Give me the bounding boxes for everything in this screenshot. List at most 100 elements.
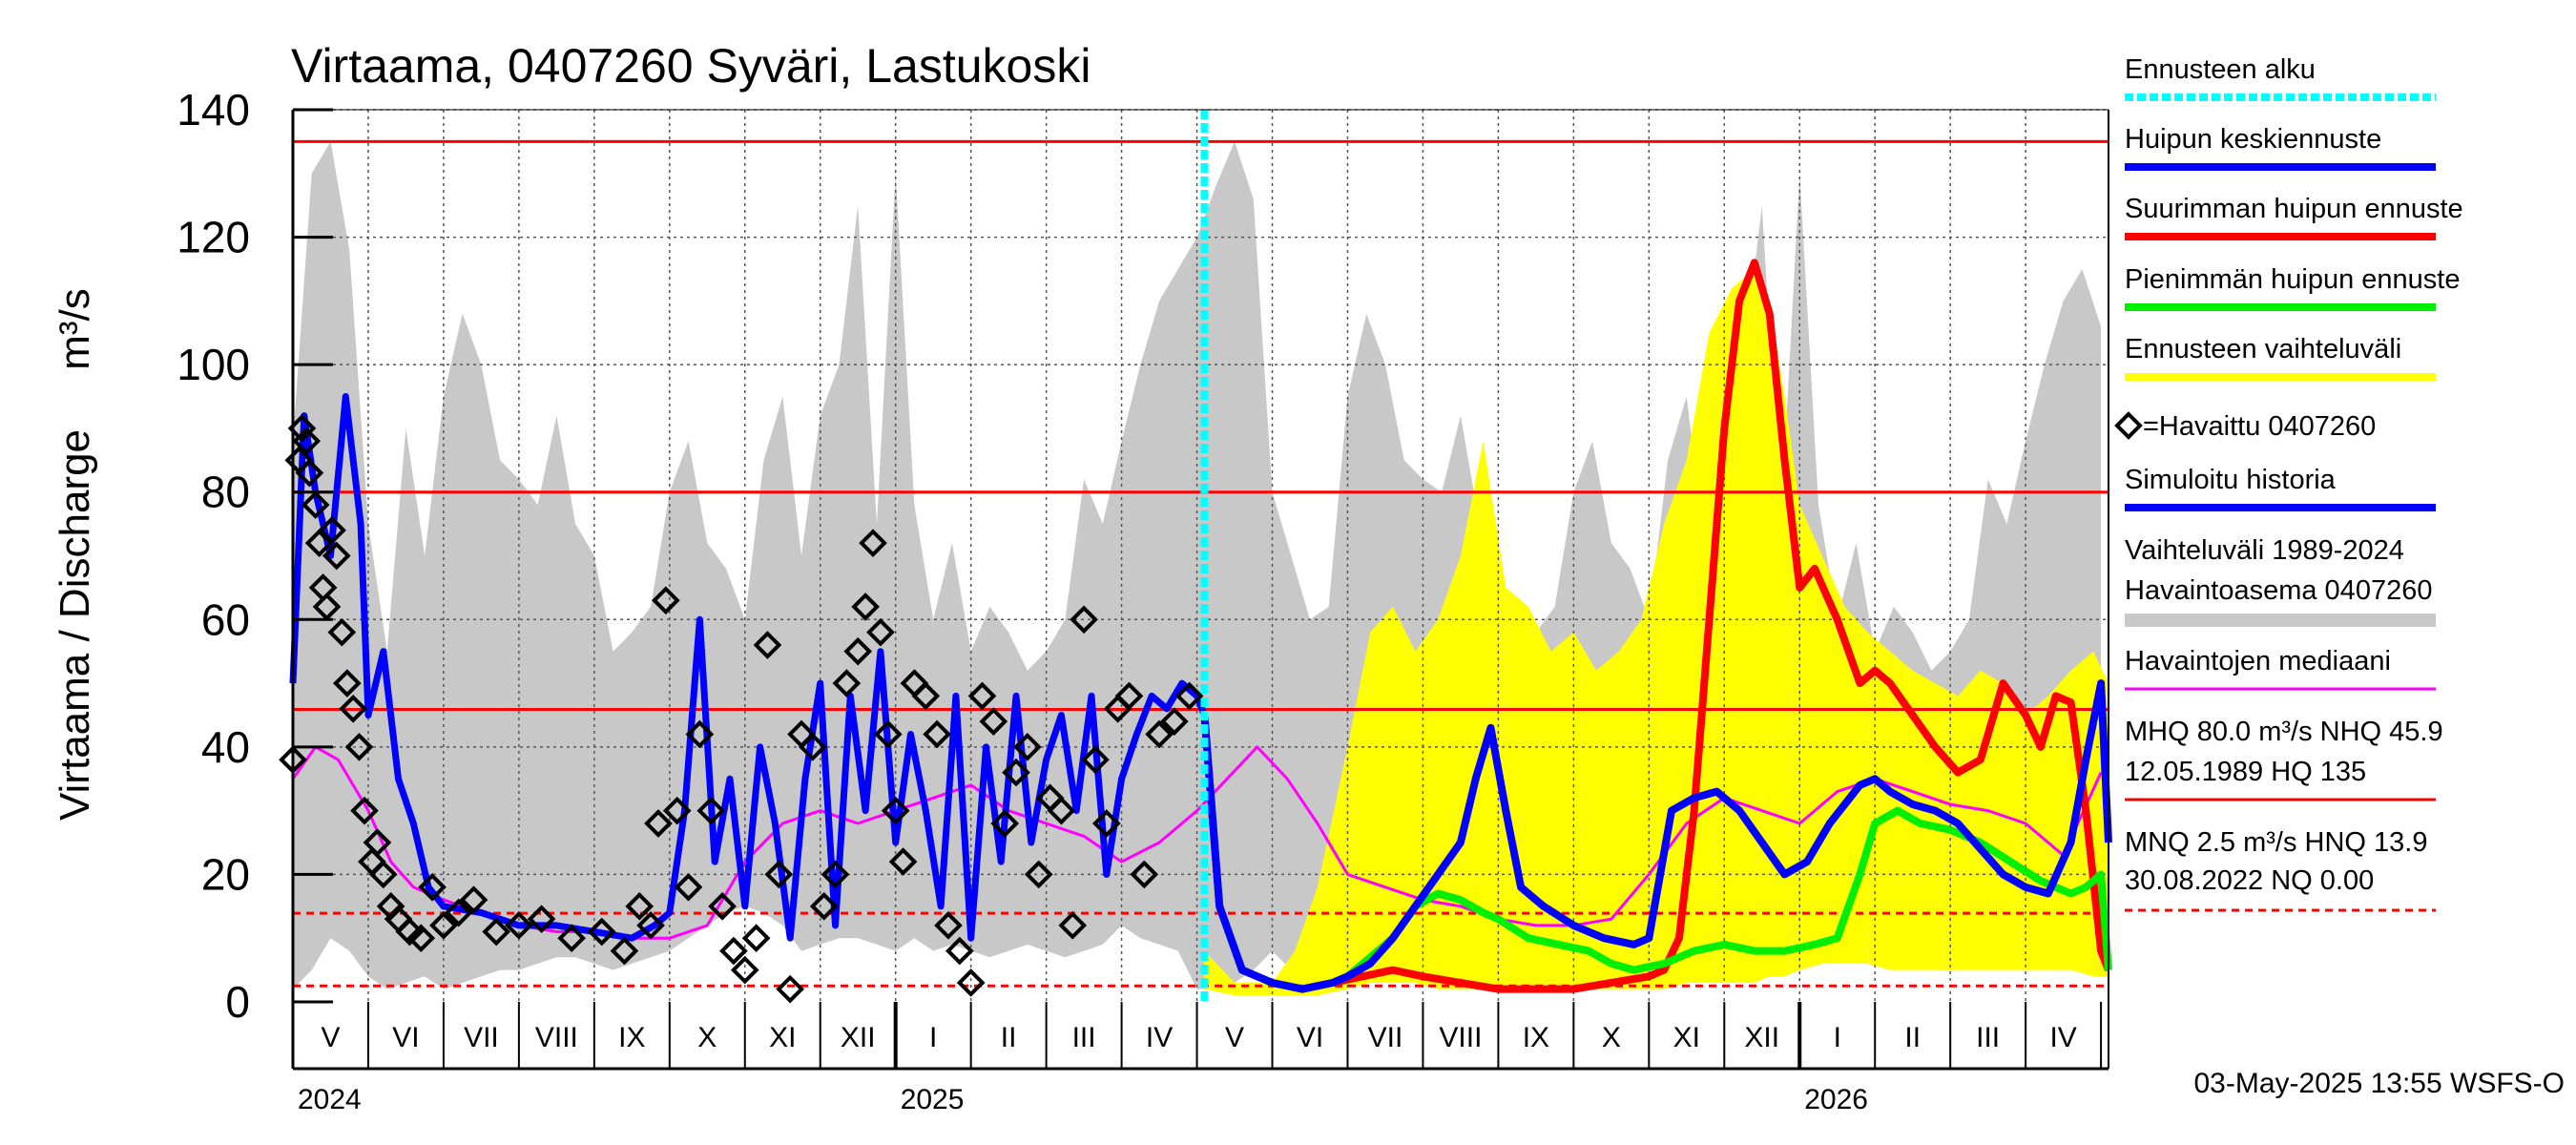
legend-item-label: Ennusteen vaihteluväli xyxy=(2125,334,2401,364)
month-label: IV xyxy=(1146,1022,1173,1053)
month-label: III xyxy=(1976,1022,2000,1053)
month-label: V xyxy=(1225,1022,1244,1053)
observation-marker xyxy=(832,669,862,697)
observation-marker xyxy=(967,681,997,711)
month-label: IX xyxy=(1523,1022,1549,1053)
observation-marker xyxy=(730,955,759,985)
legend-observed-label: =Havaittu 0407260 xyxy=(2143,411,2376,442)
legend-range-label: Vaihteluväli 1989-2024 xyxy=(2125,535,2404,566)
month-label: XI xyxy=(1673,1022,1700,1053)
legend-stats-low-2: 30.08.2022 NQ 0.00 xyxy=(2125,865,2374,896)
observation-marker xyxy=(1047,796,1076,825)
month-label: II xyxy=(1001,1022,1017,1053)
y-tick-label: 100 xyxy=(177,340,250,389)
legend-median-label: Havaintojen mediaani xyxy=(2125,646,2391,677)
month-label: VII xyxy=(464,1022,499,1053)
year-label: 2026 xyxy=(1804,1084,1868,1115)
series-line-1 xyxy=(289,393,1208,942)
observation-marker xyxy=(339,694,367,723)
observation-marker xyxy=(859,529,887,557)
observation-marker xyxy=(799,733,827,761)
year-label: 2025 xyxy=(901,1084,965,1115)
observation-marker xyxy=(459,885,488,914)
observation-marker xyxy=(866,617,895,647)
observation-marker xyxy=(333,669,362,697)
y-tick-label: 20 xyxy=(201,849,250,899)
observation-marker xyxy=(610,936,639,966)
observation-marker xyxy=(505,911,533,940)
month-label: VIII xyxy=(535,1022,578,1053)
observation-marker xyxy=(444,898,473,927)
month-label: XII xyxy=(1744,1022,1779,1053)
month-label: XI xyxy=(769,1022,796,1053)
series-line-2 xyxy=(1200,259,2112,993)
observation-marker xyxy=(322,541,351,571)
observation-marker xyxy=(741,924,771,953)
month-label: V xyxy=(321,1022,340,1053)
y-tick-label: 60 xyxy=(201,594,250,644)
month-label: XII xyxy=(841,1022,876,1053)
observation-marker xyxy=(851,593,880,621)
observation-marker xyxy=(956,968,986,997)
observation-marker xyxy=(344,733,374,761)
observation-marker xyxy=(1024,860,1053,889)
month-label: IV xyxy=(2049,1022,2076,1053)
observation-marker xyxy=(292,427,322,456)
month-label: I xyxy=(1834,1022,1841,1053)
observation-marker xyxy=(1174,681,1204,711)
observation-marker xyxy=(1013,733,1042,761)
observation-marker xyxy=(809,891,839,921)
band-1 xyxy=(1204,269,2109,996)
y-axis-label: Virtaama / Discharge xyxy=(52,429,98,821)
observation-marker xyxy=(482,917,511,947)
month-label: VI xyxy=(392,1022,419,1053)
month-label: X xyxy=(697,1022,717,1053)
observation-marker xyxy=(1114,681,1144,711)
observation-marker xyxy=(652,586,680,615)
observation-marker xyxy=(708,891,737,921)
legend-item-label: Pienimmän huipun ennuste xyxy=(2125,264,2460,295)
month-label: X xyxy=(1602,1022,1621,1053)
month-label: I xyxy=(929,1022,937,1053)
observation-marker xyxy=(685,719,715,749)
y-tick-label: 120 xyxy=(177,213,250,262)
observation-marker xyxy=(527,905,556,934)
month-label: VII xyxy=(1368,1022,1403,1053)
month-label: VI xyxy=(1297,1022,1323,1053)
observation-marker xyxy=(923,719,951,749)
observation-marker xyxy=(881,796,910,825)
observation-marker xyxy=(636,911,665,940)
month-label: VIII xyxy=(1439,1022,1482,1053)
observation-marker xyxy=(979,707,1008,736)
observation-marker xyxy=(625,891,654,921)
legend-stats-low: MNQ 2.5 m³/s HNQ 13.9 xyxy=(2125,827,2427,858)
observation-marker xyxy=(368,860,398,889)
y-tick-label: 80 xyxy=(201,468,250,517)
legend-observed-marker xyxy=(2114,411,2143,440)
y-tick-label: 140 xyxy=(177,85,250,135)
observation-marker xyxy=(719,936,748,966)
observation-marker xyxy=(429,911,458,940)
observation-marker xyxy=(1130,860,1159,889)
legend: Ennusteen alku Huipun keskiennuste Suurimm… xyxy=(2114,54,2463,912)
observation-marker xyxy=(911,681,941,711)
chart-title: Virtaama, 0407260 Syväri, Lastukoski xyxy=(291,39,1091,93)
timestamp-footer: 03-May-2025 13:55 WSFS-O xyxy=(2194,1068,2566,1099)
observation-marker xyxy=(363,828,392,857)
legend-stats-high: MHQ 80.0 m³/s NHQ 45.9 xyxy=(2125,717,2443,747)
observation-marker xyxy=(945,936,974,966)
observation-marker xyxy=(1070,605,1098,635)
legend-item-label: Ennusteen alku xyxy=(2125,54,2316,85)
observation-marker xyxy=(318,515,346,545)
observation-marker xyxy=(764,860,794,889)
legend-stats-high-2: 12.05.1989 HQ 135 xyxy=(2125,757,2366,787)
observation-marker xyxy=(350,796,379,825)
observation-marker xyxy=(888,847,918,876)
observation-marker xyxy=(644,809,673,838)
series-line-4 xyxy=(1200,679,2112,993)
observation-marker xyxy=(1160,707,1189,736)
observation-marker xyxy=(934,911,963,940)
observation-marker xyxy=(1002,758,1030,787)
